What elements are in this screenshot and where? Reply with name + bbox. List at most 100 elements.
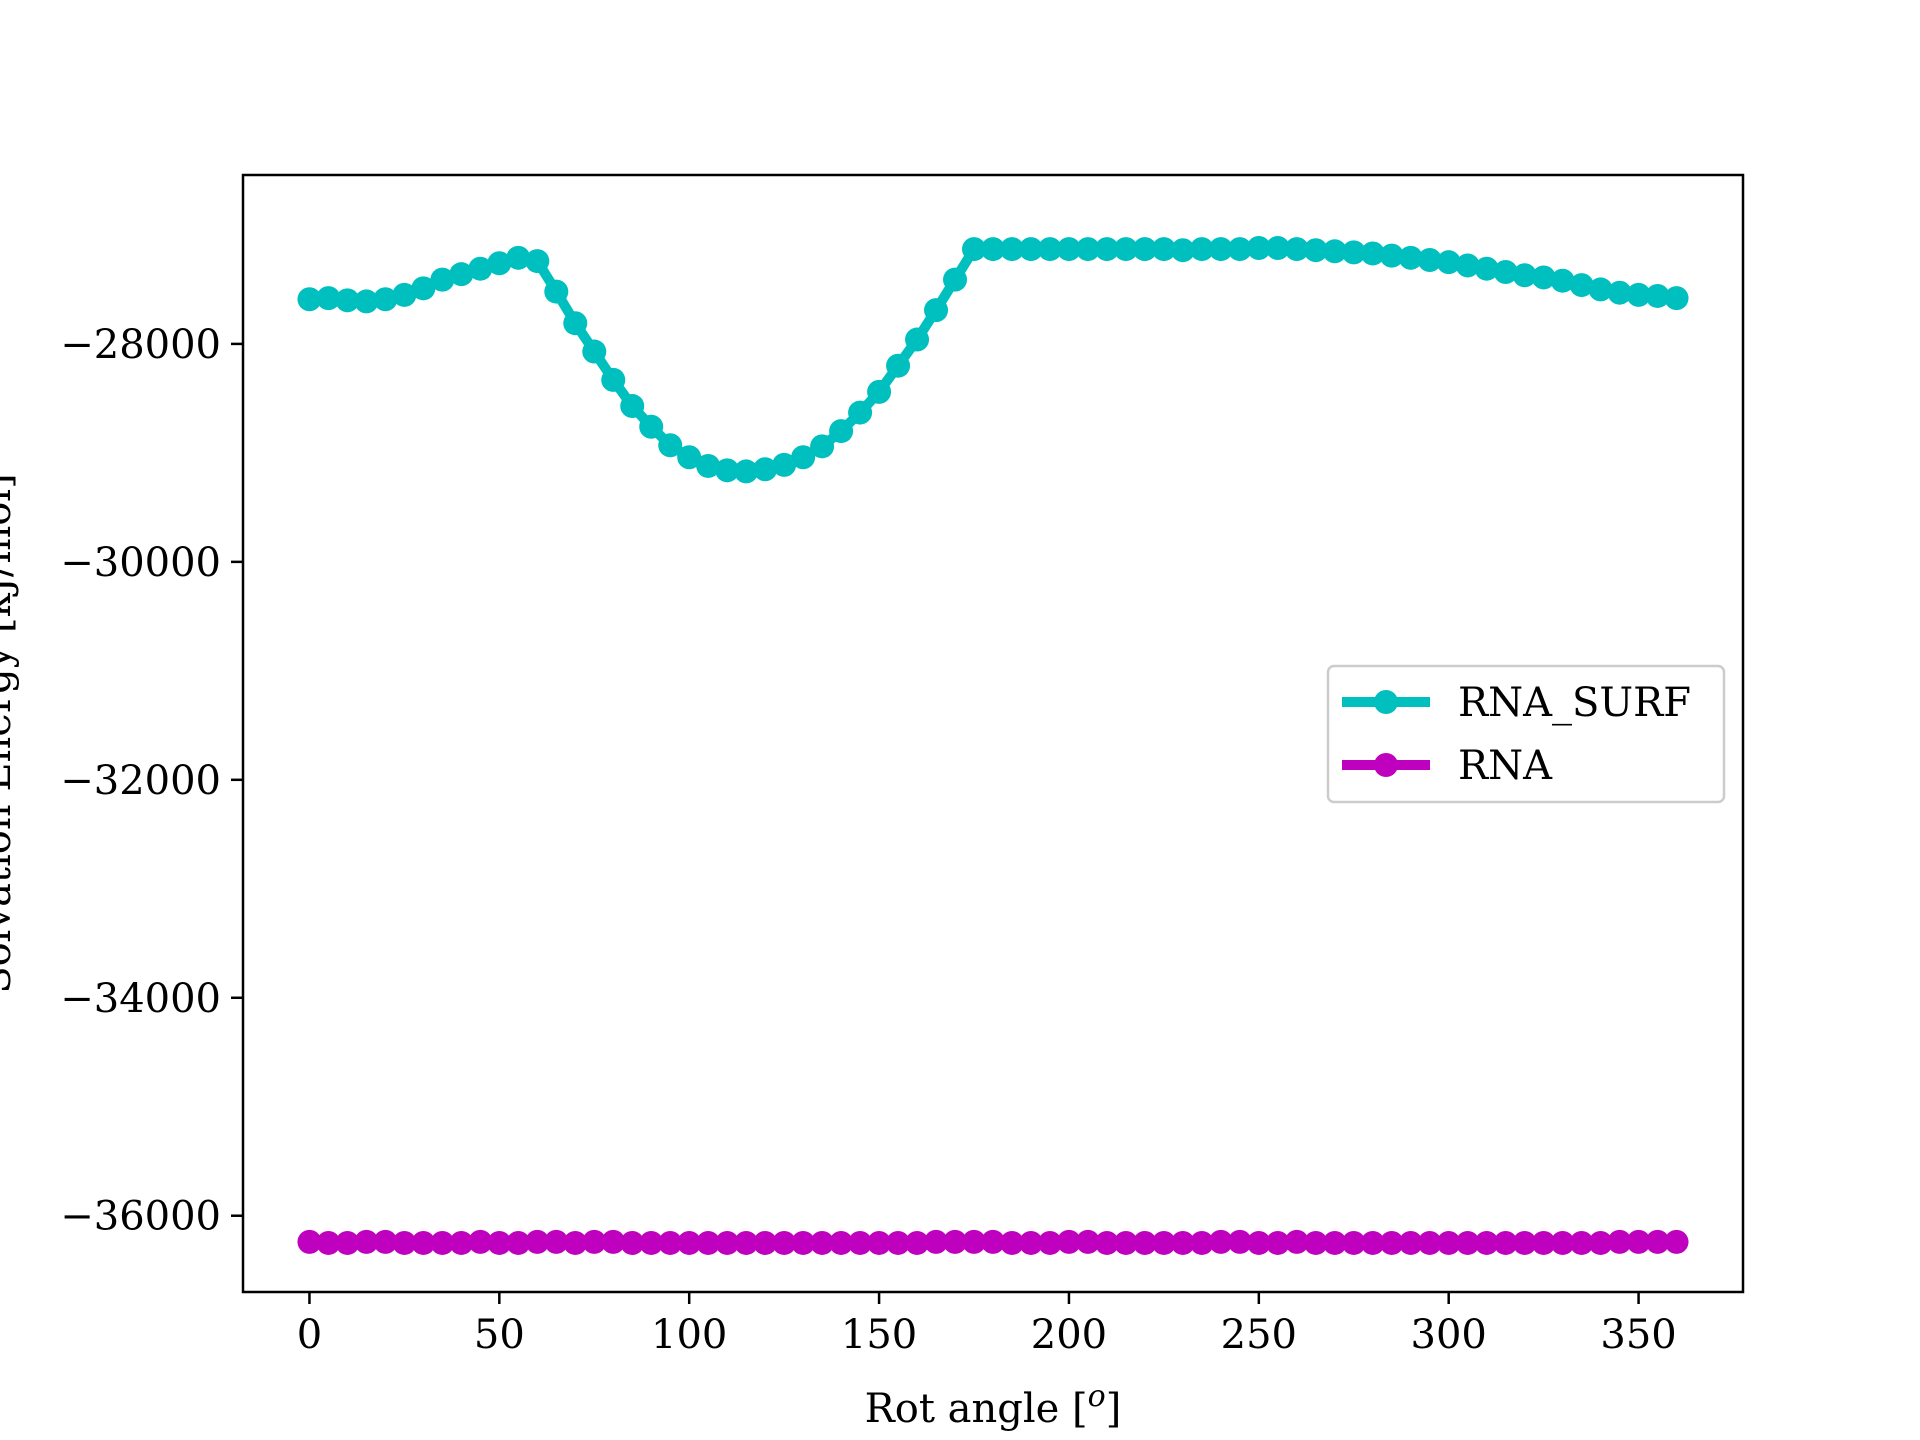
data-point [1398,1230,1423,1255]
axes-frame [241,173,1745,1294]
data-point [791,445,816,470]
data-point [601,1229,626,1254]
x-tick-label: 350 [1600,1312,1676,1358]
data-point [1151,1230,1176,1255]
data-point [525,249,550,274]
data-point [810,434,835,459]
data-point [544,279,569,304]
data-point [1626,1229,1651,1254]
data-point [468,256,493,281]
data-point [677,1230,702,1255]
data-point [544,1229,569,1254]
data-point [1645,1229,1670,1254]
data-point [848,1230,873,1255]
y-tick-label: −34000 [60,976,221,1022]
data-point [1170,1230,1195,1255]
data-point [1056,1229,1081,1254]
data-point [1436,1230,1461,1255]
data-point [1493,259,1518,284]
data-point [1626,282,1651,307]
data-point [1303,238,1328,263]
data-point [506,245,531,270]
data-point [1512,1230,1537,1255]
data-point [810,1230,835,1255]
data-point [1607,280,1632,305]
data-point [886,1230,911,1255]
data-point [715,1230,740,1255]
data-point [1284,237,1309,262]
series-rna [297,1229,1689,1255]
data-point [316,1230,341,1255]
data-point [1265,1230,1290,1255]
data-point [1208,1229,1233,1254]
data-point [1474,256,1499,281]
data-point [1341,240,1366,265]
data-point [620,394,645,419]
data-point [1569,273,1594,298]
data-point [468,1229,493,1254]
data-point [1664,286,1689,311]
data-point [601,367,626,392]
data-point [563,311,588,336]
data-point [1303,1230,1328,1255]
data-point [1341,1230,1366,1255]
data-point [1531,1230,1556,1255]
data-point [753,457,778,482]
data-point [1493,1230,1518,1255]
data-point [449,262,474,287]
x-tick-label: 0 [297,1312,322,1358]
data-point [772,1230,797,1255]
data-point [430,267,455,292]
data-point [1588,277,1613,302]
data-point [1398,245,1423,270]
x-tick-label: 250 [1221,1312,1297,1358]
x-tick-label: 50 [474,1312,525,1358]
data-point [715,458,740,483]
data-point [411,276,436,301]
data-point [981,237,1005,262]
data-point [1189,1230,1214,1255]
data-point [639,414,664,439]
data-point [1284,1229,1309,1254]
data-point [677,445,702,470]
data-point [924,1229,949,1254]
x-tick-label: 100 [651,1312,727,1358]
x-axis-title: Rot angle [o] [865,1379,1122,1432]
data-point [1379,243,1404,268]
data-point [1569,1230,1594,1255]
data-point [658,1230,683,1255]
x-tick-label: 300 [1411,1312,1487,1358]
data-point [506,1230,531,1255]
legend-marker [1374,690,1398,714]
data-point [999,1230,1024,1255]
data-point [924,298,949,323]
y-axis: −28000 −30000 −32000 −34000 −36000 [60,322,243,1240]
legend-item: RNA [1342,743,1553,789]
series-rna-surf [297,236,1689,484]
plot-area [297,236,1689,1255]
data-point [734,1230,759,1255]
x-axis: 0 50 100 150 200 250 300 350 [297,1292,1677,1358]
data-point [354,1229,379,1254]
data-point [1018,237,1043,262]
data-point [335,288,360,313]
data-point [639,1230,664,1255]
data-point [1246,1230,1271,1255]
data-point [696,1230,721,1255]
data-point [1170,238,1195,263]
data-point [905,327,930,352]
data-point [582,1229,607,1254]
data-point [962,1229,987,1254]
y-tick-label: −28000 [60,322,221,368]
data-point [753,1230,778,1255]
data-point [1132,1230,1157,1255]
data-point [905,1230,930,1255]
data-point [867,1230,892,1255]
y-tick-label: −30000 [60,540,221,586]
data-point [886,353,911,378]
data-point [829,1230,854,1255]
data-point [1113,237,1138,262]
data-point [848,400,873,425]
data-point [981,1229,1005,1254]
data-point [1664,1229,1689,1254]
